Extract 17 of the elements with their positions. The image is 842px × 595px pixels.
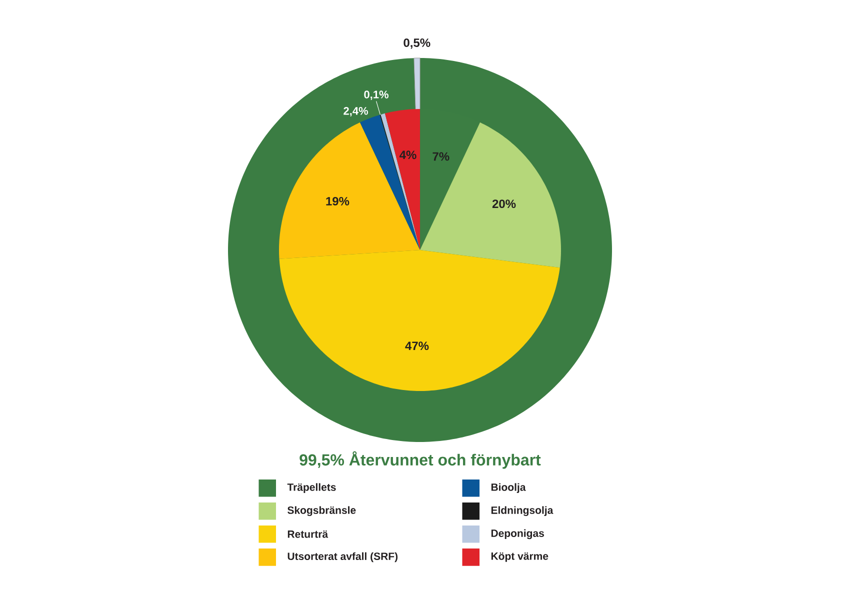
legend-label: Eldningsolja [491,506,554,516]
legend-label: Utsorterat avfall (SRF) [288,552,398,562]
legend-label: Köpt värme [491,552,548,562]
data-label: 2,4% [344,107,368,116]
data-label: 19% [326,196,350,206]
legend-label: Skogsbränsle [288,506,356,516]
legend-label: Returträ [288,530,328,538]
data-label: 7% [432,152,450,161]
data-label: 4% [400,150,416,160]
data-label: 0,1% [364,90,389,100]
data-label: 20% [492,200,516,208]
legend-label: Träpellets [287,483,336,493]
slice-label: 99,5% Återvunnet och förnybart [300,451,541,469]
data-label: 0,5% [404,38,430,49]
data-label: 47% [405,342,429,350]
legend-label: Bioolja [491,483,526,493]
legend-label: Deponigas [491,529,544,540]
